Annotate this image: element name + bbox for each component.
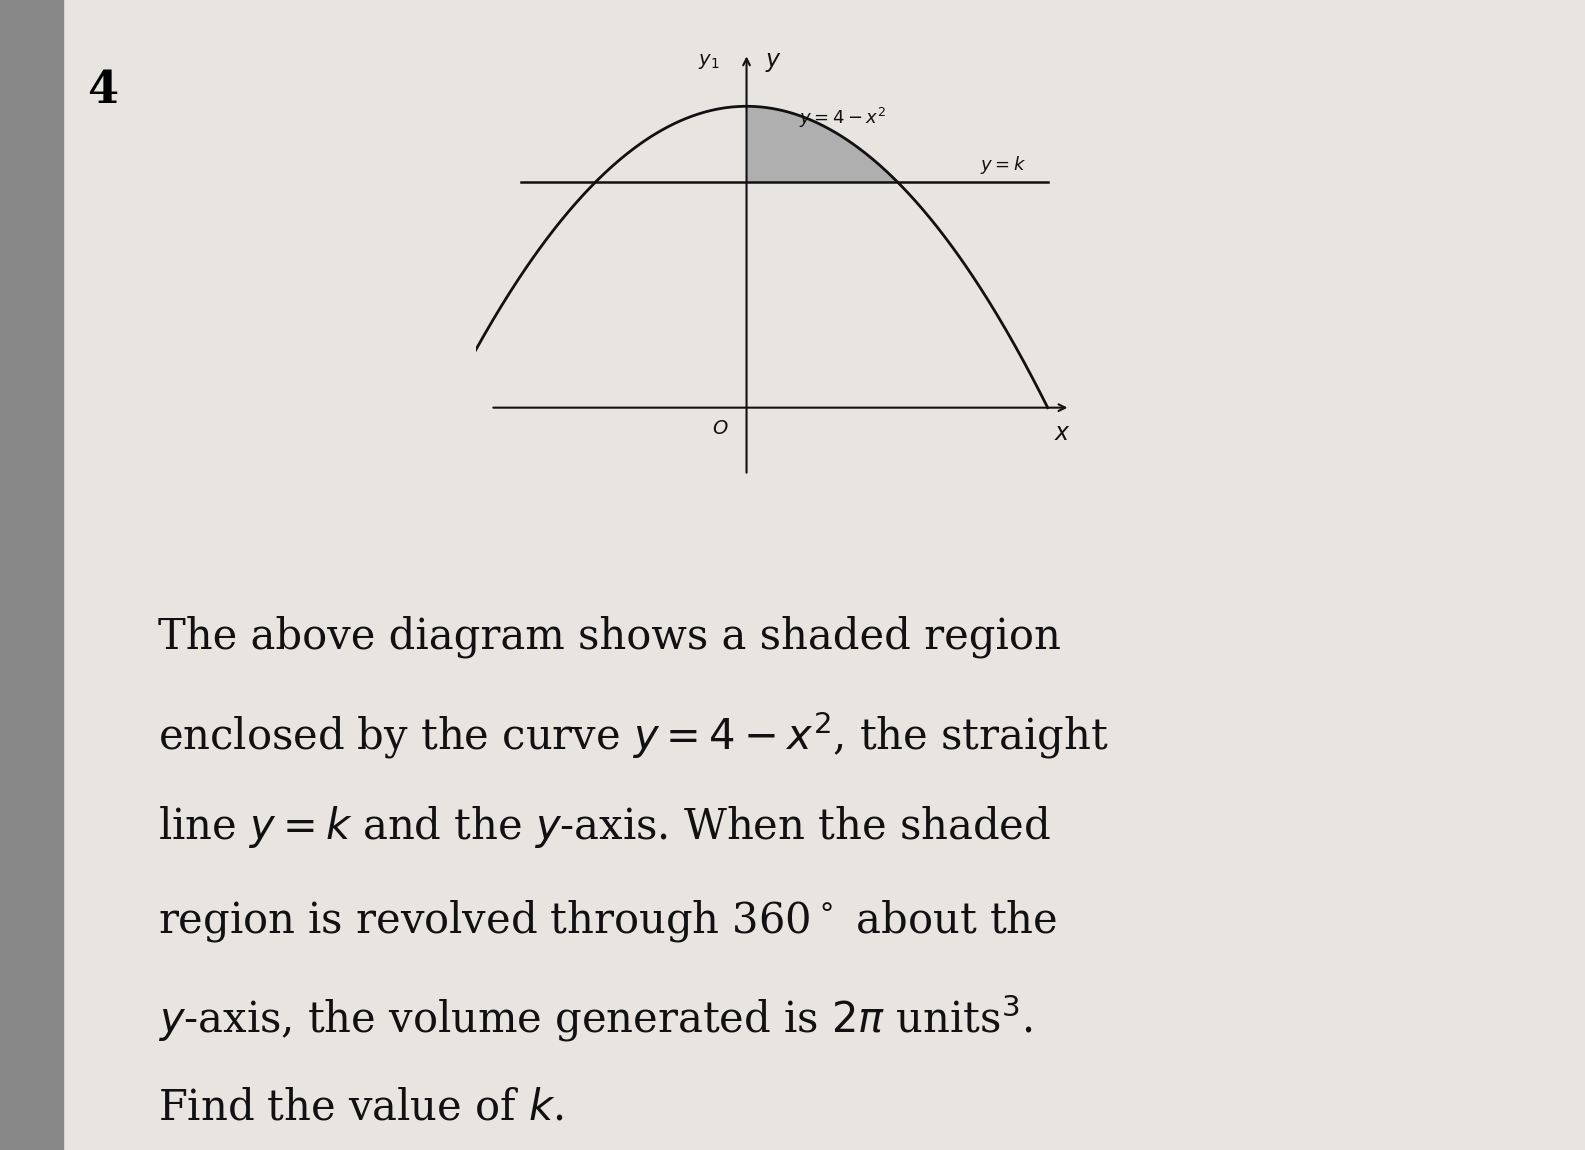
Text: $y_1$: $y_1$ xyxy=(697,52,720,71)
Text: 4: 4 xyxy=(87,69,119,112)
Text: enclosed by the curve $y = 4 - x^2$, the straight: enclosed by the curve $y = 4 - x^2$, the… xyxy=(158,710,1110,761)
Text: line $y = k$ and the $y$-axis. When the shaded: line $y = k$ and the $y$-axis. When the … xyxy=(158,804,1051,850)
Text: region is revolved through 360$^\circ$ about the: region is revolved through 360$^\circ$ a… xyxy=(158,898,1057,944)
Text: The above diagram shows a shaded region: The above diagram shows a shaded region xyxy=(158,615,1062,658)
Text: Find the value of $k$.: Find the value of $k$. xyxy=(158,1087,564,1129)
Text: $y = 4 - x^2$: $y = 4 - x^2$ xyxy=(799,106,886,130)
Text: $y$: $y$ xyxy=(764,49,781,74)
Bar xyxy=(0,0,63,1150)
Text: $O$: $O$ xyxy=(712,419,729,438)
Text: $y$-axis, the volume generated is $2\pi$ units$^3$.: $y$-axis, the volume generated is $2\pi$… xyxy=(158,992,1033,1044)
Text: $y = k$: $y = k$ xyxy=(980,154,1025,176)
Text: $x$: $x$ xyxy=(1054,421,1071,445)
